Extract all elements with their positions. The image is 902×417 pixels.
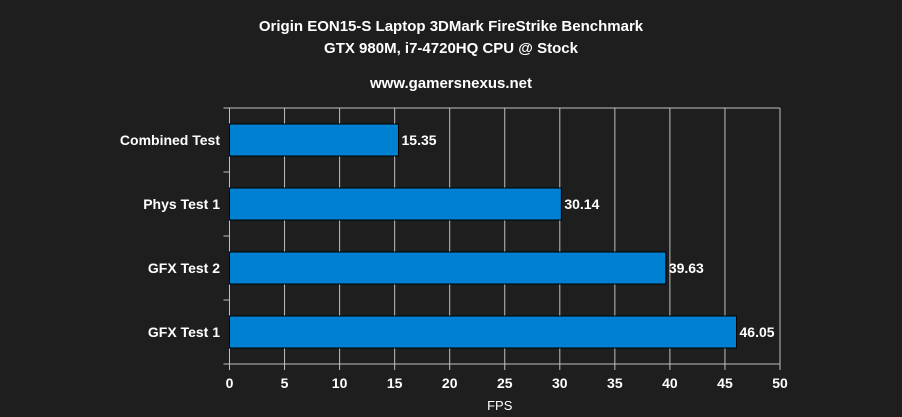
x-tick-label: 30	[552, 375, 568, 391]
x-tick-label: 5	[281, 375, 289, 391]
x-axis-label: FPS	[487, 398, 513, 413]
x-tick-label: 35	[607, 375, 623, 391]
x-tick-label: 45	[717, 375, 733, 391]
chart-title: Origin EON15-S Laptop 3DMark FireStrike …	[258, 18, 644, 35]
x-tick-label: 10	[332, 375, 348, 391]
data-label: 15.35	[402, 132, 437, 148]
bar	[229, 251, 667, 285]
data-label: 30.14	[564, 196, 599, 212]
x-tick-label: 0	[226, 375, 234, 391]
bar	[229, 123, 400, 157]
category-label: GFX Test 2	[148, 260, 220, 276]
category-label: GFX Test 1	[148, 324, 220, 340]
bar	[229, 187, 562, 221]
bar	[229, 315, 738, 349]
chart-subtitle: GTX 980M, i7-4720HQ CPU @ Stock	[324, 40, 578, 57]
x-tick-label: 50	[772, 375, 788, 391]
data-label: 46.05	[740, 324, 775, 340]
data-label: 39.63	[669, 260, 704, 276]
category-label: Phys Test 1	[143, 196, 220, 212]
x-tick-label: 15	[387, 375, 403, 391]
chart-source: www.gamersnexus.net	[370, 75, 532, 92]
x-tick-label: 25	[497, 375, 513, 391]
x-tick-label: 20	[442, 375, 458, 391]
x-tick-label: 40	[662, 375, 678, 391]
category-label: Combined Test	[120, 132, 220, 148]
